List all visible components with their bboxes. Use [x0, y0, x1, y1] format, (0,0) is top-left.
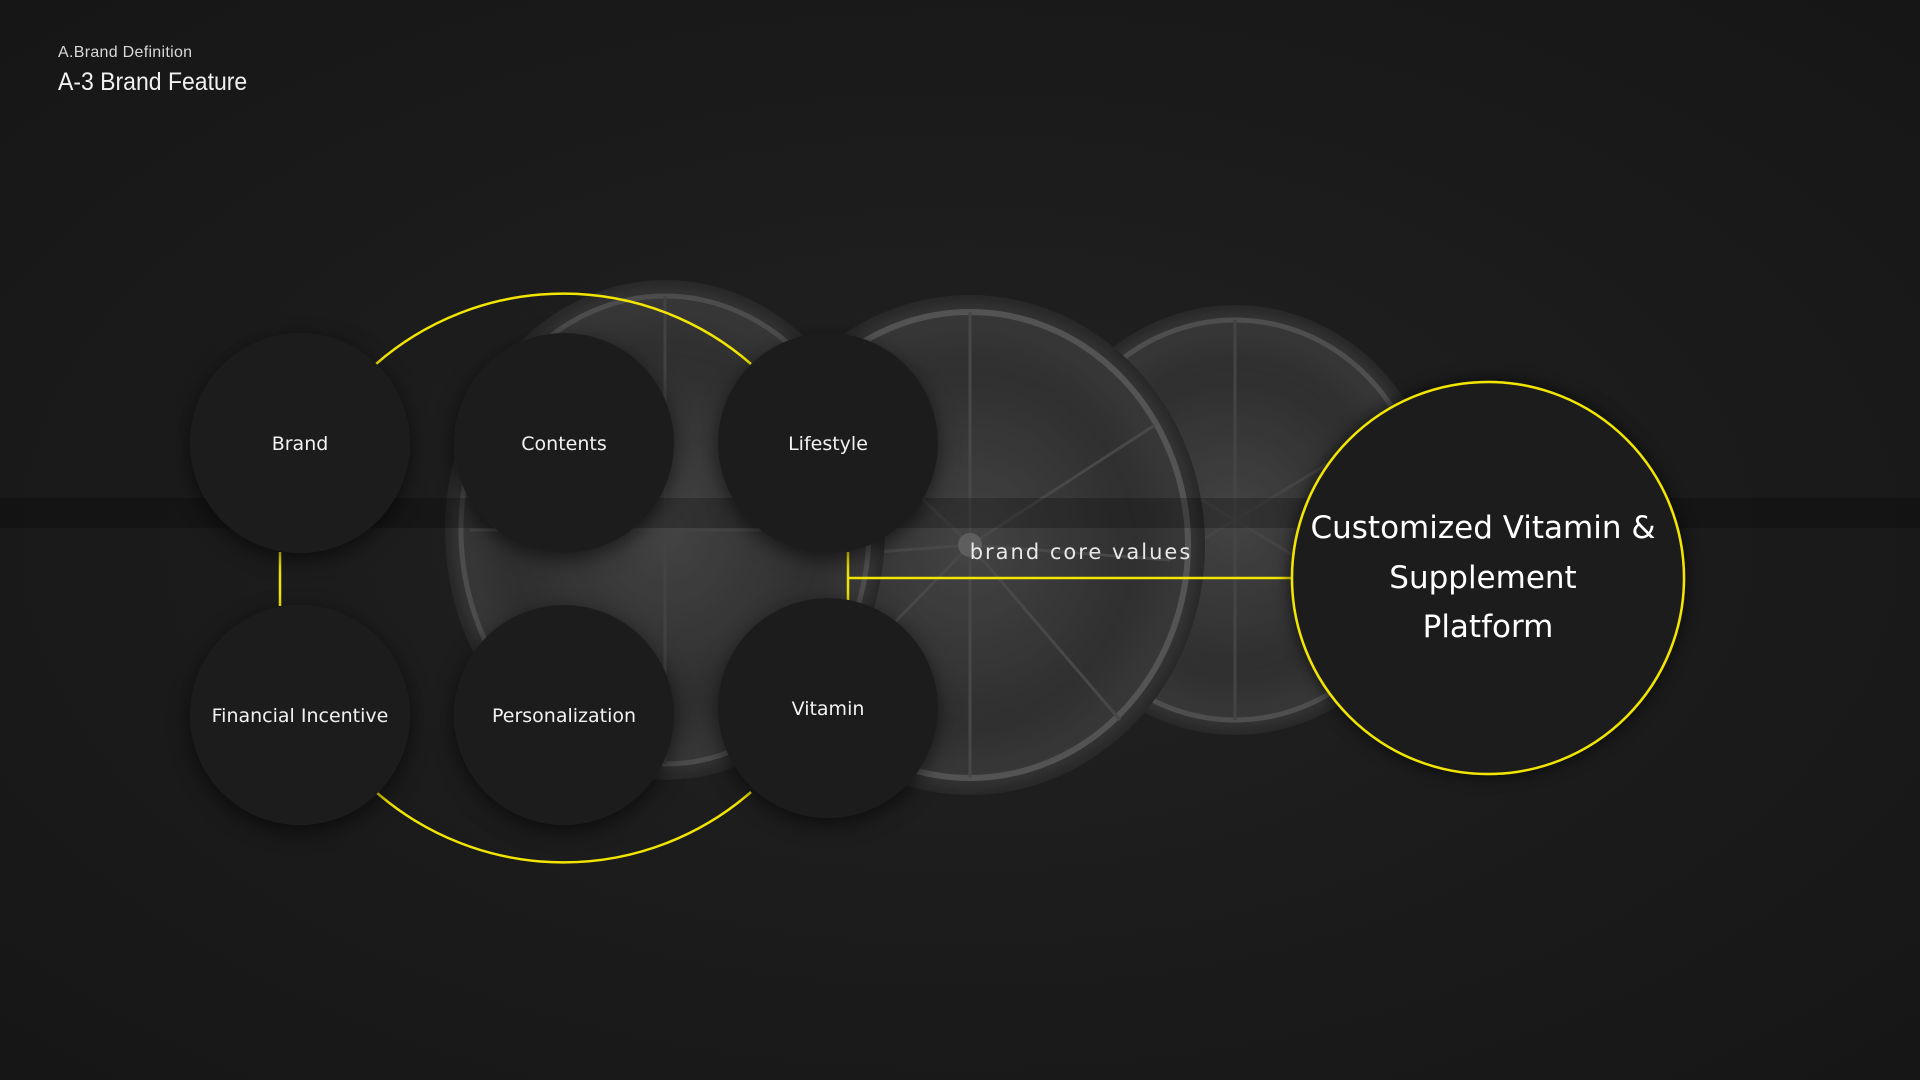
node-vitamin: Vitamin: [718, 598, 938, 818]
node-lifestyle-label: Lifestyle: [788, 433, 868, 455]
page-title: A-3 Brand Feature: [58, 68, 248, 96]
node-vitamin-label: Vitamin: [792, 698, 865, 720]
platform-label-line-3: Platform: [1423, 609, 1554, 645]
node-financial-incentive: Financial Incentive: [190, 605, 410, 825]
section-label: A.Brand Definition: [58, 44, 193, 61]
target-platform-circle: Customized Vitamin & Supplement Platform: [1290, 380, 1686, 776]
connector-structure: [278, 292, 1292, 864]
slide-header: A.Brand Definition A-3 Brand Feature: [58, 44, 264, 97]
node-brand-label: Brand: [272, 433, 329, 455]
node-contents-label: Contents: [521, 433, 606, 455]
platform-label-line-1: Customized Vitamin &: [1310, 510, 1655, 546]
node-brand: Brand: [190, 333, 410, 553]
node-personalization: Personalization: [454, 605, 674, 825]
platform-label-line-2: Supplement: [1389, 560, 1576, 596]
enclosing-arc-top: [375, 292, 752, 365]
node-financial-incentive-label: Financial Incentive: [212, 705, 389, 727]
node-lifestyle: Lifestyle: [718, 333, 938, 553]
node-contents: Contents: [454, 333, 674, 553]
brand-core-values-label: brand core values: [970, 540, 1193, 564]
node-personalization-label: Personalization: [492, 705, 636, 727]
enclosing-arc-bottom: [375, 791, 752, 864]
